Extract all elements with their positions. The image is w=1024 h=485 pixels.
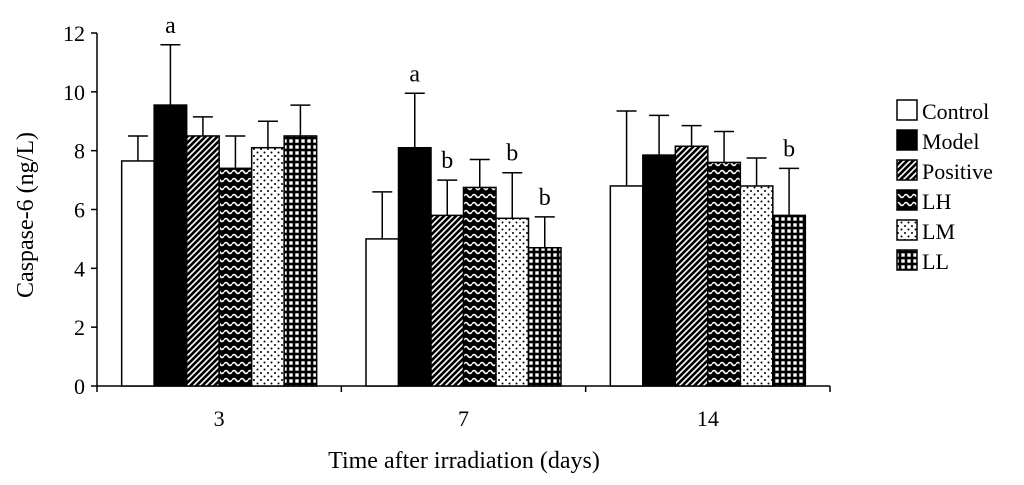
y-tick-label: 10 [63,80,85,105]
bar-positive-day-14 [674,145,709,387]
y-tick-label: 0 [74,374,85,399]
significance-label: b [539,185,551,211]
bar-ll-day-3 [283,135,318,387]
x-tick-label: 3 [214,406,225,431]
significance-label: b [441,148,453,174]
bar-lh-day-7 [462,186,497,387]
error-bar-group [127,44,800,248]
y-tick-label: 4 [74,256,85,281]
bar-lm-day-14 [739,185,774,387]
significance-label-group: aab bbb [165,13,795,211]
bar-control-day-14 [609,185,644,387]
bar-ll-day-14 [772,214,807,387]
x-axis-title: Time after irradiation (days) [328,448,600,474]
legend-swatch-lm [896,219,918,241]
bar-positive-day-7 [430,214,465,387]
significance-label: b [783,136,795,162]
legend-swatch-ll [896,249,918,271]
y-axis-title: Caspase-6 (ng/L) [13,132,39,298]
bar-lh-day-14 [707,161,742,387]
bar-positive-day-3 [185,135,220,387]
bar-lm-day-3 [250,146,285,387]
y-tick-group: 0 2 4 6 8 10 12 [63,21,97,399]
bar-ll-day-7 [527,246,562,387]
bar-model-day-14 [642,154,677,387]
bar-lm-day-7 [495,217,530,387]
significance-label: b [506,141,518,167]
significance-label: a [409,61,420,87]
significance-label: a [165,13,176,39]
bar-control-day-3 [120,160,155,387]
y-tick-label: 8 [74,139,85,164]
legend-swatch-lh [896,189,918,211]
legend-label-control: Control [922,99,989,124]
legend-label-ll: LL [922,249,949,274]
bar-group [120,104,807,387]
y-tick-label: 2 [74,315,85,340]
legend-label-positive: Positive [922,159,993,184]
legend-swatch-control [896,99,918,121]
legend-swatch-model [896,129,918,151]
y-tick-label: 6 [74,198,85,223]
y-tick-label: 12 [63,21,85,46]
bar-lh-day-3 [218,167,253,387]
legend-label-lh: LH [922,189,951,214]
legend-label-model: Model [922,129,979,154]
x-tick-group: 3 7 14 [96,386,831,431]
bar-model-day-3 [153,104,188,387]
bar-control-day-7 [365,238,400,387]
x-tick-label: 7 [458,406,469,431]
bar-model-day-7 [397,146,432,387]
legend-label-lm: LM [922,219,955,244]
legend: Control Model Positive LH LM LL [896,99,993,274]
x-tick-label: 14 [697,406,719,431]
legend-swatch-positive [896,159,918,181]
